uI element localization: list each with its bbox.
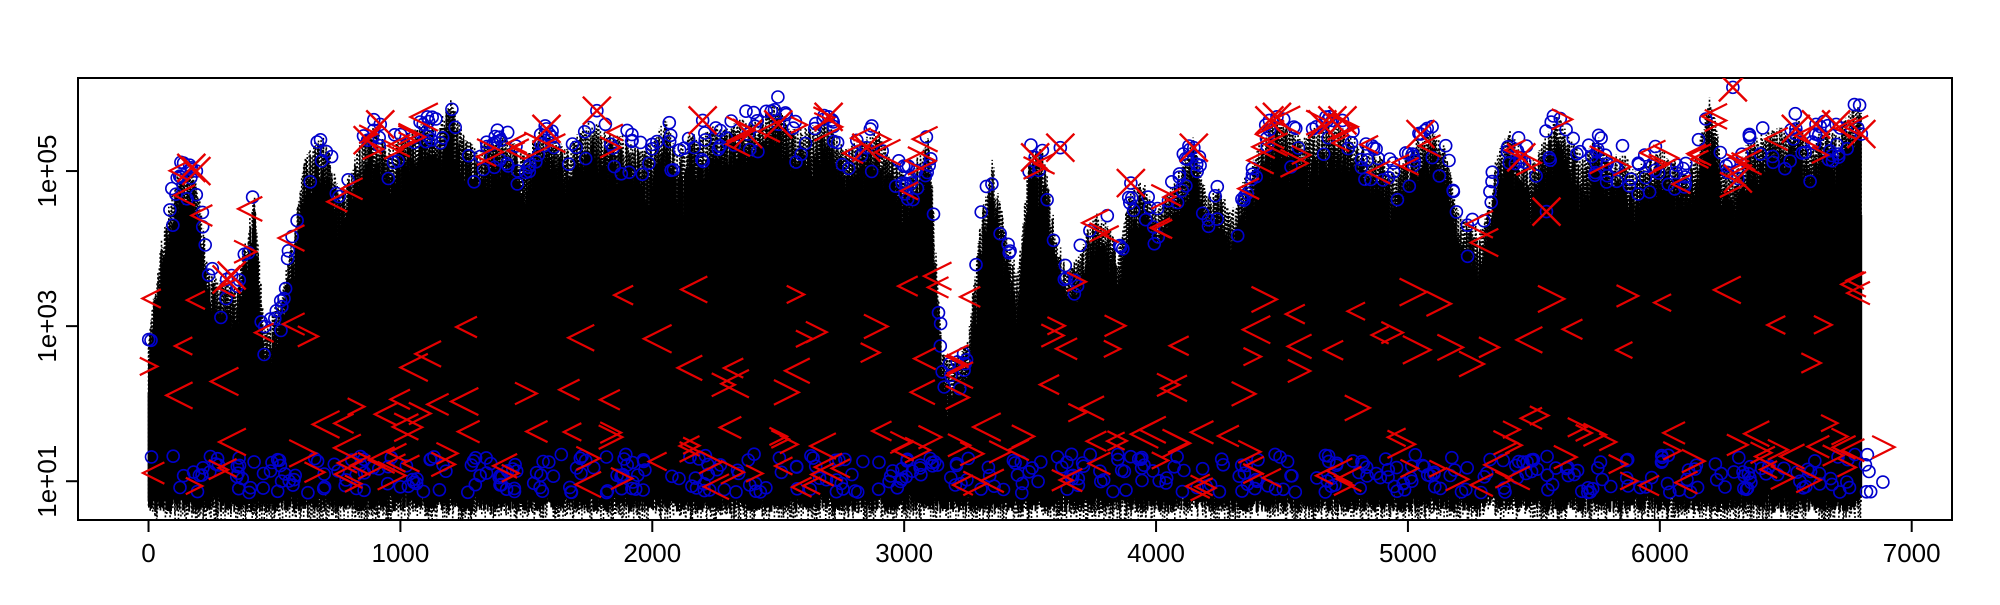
circle-point [1873,0,1885,6]
circle-point [1617,140,1629,152]
circle-point [1860,0,1872,6]
circle-point [772,91,784,103]
circle-point [1757,122,1769,134]
circle-point [430,113,442,125]
circle-point [740,105,752,117]
circle-point [1074,239,1086,251]
circle-point [1595,132,1607,144]
circle-point [1858,0,1870,6]
circle-point [1866,0,1878,6]
circle-point [1789,108,1801,120]
circle-point [1540,125,1552,137]
circle-point [1574,146,1586,158]
circle-point [1863,0,1875,6]
circle-point [1877,476,1889,488]
circle-point [1593,129,1605,141]
circle-point [1440,140,1452,152]
